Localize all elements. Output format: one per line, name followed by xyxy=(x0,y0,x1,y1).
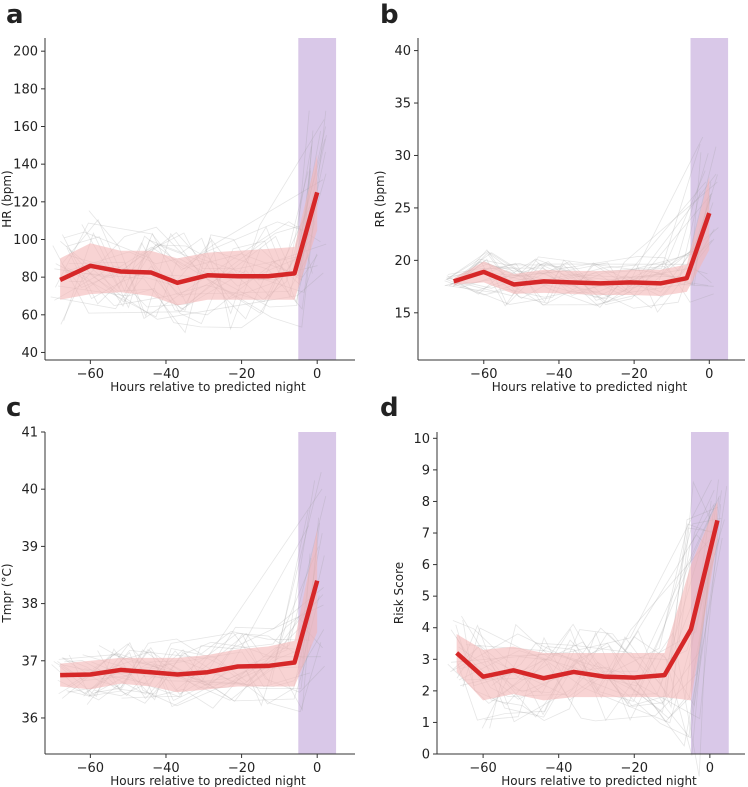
y-tick-label: 39 xyxy=(21,540,38,555)
x-axis-label: Hours relative to predicted night xyxy=(501,774,697,787)
y-tick-label: 180 xyxy=(13,82,38,97)
x-tick-label: −40 xyxy=(152,367,179,382)
y-tick-label: 35 xyxy=(394,97,411,112)
x-tick-label: −20 xyxy=(228,367,255,382)
x-tick-label: 0 xyxy=(706,761,714,776)
mean-line xyxy=(453,212,712,287)
mean-line xyxy=(455,519,720,681)
individual-trace xyxy=(456,153,709,307)
x-tick-label: −60 xyxy=(469,761,496,776)
panel-c: c 36 37 38 39 40 41 −60 −40 −20 0 Hours relative t… xyxy=(0,393,374,787)
individual-trace xyxy=(538,217,711,273)
y-tick-label: 3 xyxy=(422,653,430,668)
y-tick-label: 40 xyxy=(394,44,411,59)
y-tick-label: 40 xyxy=(21,346,38,361)
rr-chart: 15 20 25 30 35 40 −60 −40 −20 0 Hours relative to … xyxy=(374,38,745,393)
x-tick-label: 0 xyxy=(313,761,321,776)
x-tick-label: −20 xyxy=(620,367,647,382)
y-tick-label: 120 xyxy=(13,195,38,210)
y-axis-label: Risk Score xyxy=(392,562,406,624)
y-tick-label: 36 xyxy=(21,711,38,726)
y-tick-label: 200 xyxy=(13,45,38,60)
x-tick-label: −60 xyxy=(77,367,104,382)
y-tick-label: 60 xyxy=(21,308,38,323)
panel-b: b 15 20 25 30 35 40 −60 −40 −20 0 Hours relative t… xyxy=(374,0,748,393)
x-axis-label: Hours relative to predicted night xyxy=(110,380,306,393)
individual-trace xyxy=(62,232,318,305)
y-tick-label: 2 xyxy=(422,684,430,699)
panel-a: a 40 60 80 100 120 140 160 180 200 −60 −40 −20 0 Hour… xyxy=(0,0,374,393)
y-tick-label: 37 xyxy=(21,654,38,669)
x-tick-label: −20 xyxy=(228,761,255,776)
confidence-band xyxy=(60,529,318,693)
x-tick-label: −40 xyxy=(545,761,572,776)
y-tick-label: 100 xyxy=(13,233,38,248)
y-tick-label: 5 xyxy=(422,590,430,605)
x-axis-label: Hours relative to predicted night xyxy=(492,380,688,393)
y-tick-label: 30 xyxy=(394,149,411,164)
individual-trace xyxy=(66,179,324,293)
individual-trace xyxy=(454,252,709,307)
mean-line xyxy=(60,580,320,678)
x-tick-label: −40 xyxy=(545,367,572,382)
temperature-chart: 36 37 38 39 40 41 −60 −40 −20 0 Hours relative to … xyxy=(0,426,355,787)
x-axis-label: Hours relative to predicted night xyxy=(110,774,306,787)
y-tick-label: 38 xyxy=(21,597,38,612)
x-tick-label: −60 xyxy=(470,367,497,382)
hr-chart: 40 60 80 100 120 140 160 180 200 −60 −40 −20 0 Hours … xyxy=(0,38,355,393)
panel-label: b xyxy=(380,0,399,30)
y-axis-label: HR (bpm) xyxy=(0,170,14,227)
confidence-band xyxy=(456,501,718,701)
y-tick-label: 1 xyxy=(422,716,430,731)
x-tick-label: 0 xyxy=(705,367,713,382)
confidence-band xyxy=(60,154,318,306)
risk-score-chart: 0 1 2 3 4 5 6 7 8 9 10 −60 −40 −20 0 Hours relative to … xyxy=(392,432,745,787)
y-tick-label: 80 xyxy=(21,271,38,286)
x-tick-label: −60 xyxy=(77,761,104,776)
y-tick-label: 9 xyxy=(422,463,430,478)
y-tick-label: 40 xyxy=(21,483,38,498)
y-tick-label: 6 xyxy=(422,558,430,573)
panel-label: a xyxy=(6,0,24,30)
y-tick-label: 7 xyxy=(422,527,430,542)
y-tick-label: 15 xyxy=(394,306,411,321)
y-tick-label: 4 xyxy=(422,621,430,636)
y-axis-label: RR (bpm) xyxy=(374,171,387,228)
mean-line xyxy=(59,191,320,286)
individual-trace xyxy=(121,601,317,699)
y-tick-label: 20 xyxy=(394,254,411,269)
y-tick-label: 25 xyxy=(394,201,411,216)
panel-label: d xyxy=(380,393,399,423)
y-tick-label: 41 xyxy=(21,426,38,441)
confidence-band xyxy=(453,176,710,297)
x-tick-label: −20 xyxy=(621,761,648,776)
y-tick-label: 10 xyxy=(413,432,430,447)
y-tick-label: 160 xyxy=(13,120,38,135)
y-tick-label: 8 xyxy=(422,495,430,510)
y-axis-label: Tmpr (°C) xyxy=(0,563,14,623)
panel-d: d 0 1 2 3 4 5 6 7 8 9 10 −60 −40 −20 0 Hours relative t… xyxy=(374,393,748,787)
x-tick-label: −40 xyxy=(152,761,179,776)
panel-label: c xyxy=(6,393,22,423)
y-tick-label: 0 xyxy=(422,748,430,763)
y-tick-label: 140 xyxy=(13,158,38,173)
x-tick-label: 0 xyxy=(313,367,321,382)
individual-trace xyxy=(450,202,714,309)
